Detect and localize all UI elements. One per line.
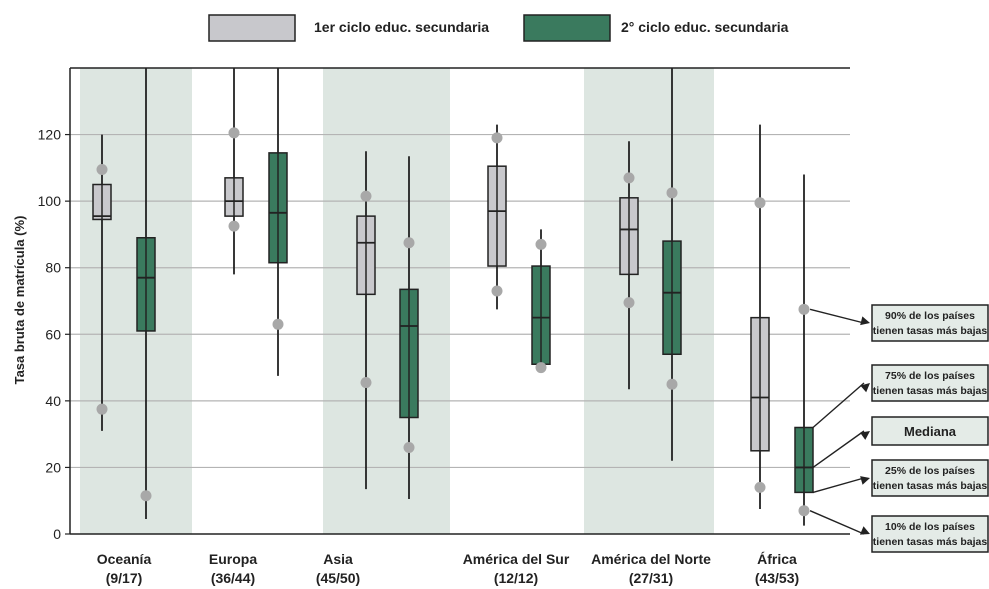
x-category-count: (45/50) [316,570,360,586]
annotation-text: tienen tasas más bajas [873,325,988,337]
percentile-dot [623,297,635,309]
percentile-dot [96,403,108,415]
annotation-box [871,416,989,446]
y-tick-label: 0 [53,526,61,542]
annotation-arrowhead [860,476,870,485]
annotation-text: 75% de los países [885,370,975,382]
x-category-count: (12/12) [494,570,538,586]
annotation-arrowhead [860,383,870,393]
percentile-dot [535,238,547,250]
x-category-label: Europa [209,551,257,567]
y-tick-label: 80 [45,260,61,276]
x-category-count: (27/31) [629,570,673,586]
x-category-label: América del Sur [463,551,570,567]
region-band [323,68,450,534]
percentile-dot [491,285,503,297]
percentile-dot [623,172,635,184]
x-category-count: (43/53) [755,570,799,586]
y-tick-label: 20 [45,459,61,475]
annotation-arrow [812,477,865,494]
x-axis-labels: Oceanía (9/17) Europa (36/44) Asia (45/50) Amé… [97,551,799,586]
annotation-text: 25% de los países [885,465,975,477]
axes: 0 20 40 60 80 100 120 [38,67,850,542]
x-category-label: África [757,551,797,567]
percentile-dot [666,187,678,199]
y-tick-label: 120 [38,127,62,143]
region-band [80,68,192,534]
gridlines [70,133,850,469]
annotation-box [871,304,989,342]
y-tick-label: 100 [38,193,62,209]
x-category-label: América del Norte [591,551,711,567]
percentile-dot [403,237,415,249]
legend-swatch [208,14,296,42]
legend-swatch [523,14,611,42]
y-axis-label: Tasa bruta de matrícula (%) [12,216,27,385]
annotation-arrowhead [859,526,870,535]
legend: 1er ciclo educ. secundaria 2° ciclo educ.… [208,14,789,42]
annotation-arrowhead [860,431,870,440]
percentile-dot [798,505,810,517]
annotation-text: tienen tasas más bajas [873,385,988,397]
region-bands [80,68,714,534]
box-series [92,68,814,526]
percentile-dot [798,303,810,315]
legend-label: 2° ciclo educ. secundaria [621,19,789,35]
annotation-arrow [809,510,865,535]
annotations: 90% de los países tienen tasas más bajas 7… [809,304,989,553]
percentile-dot [228,127,240,139]
annotation-text: 10% de los países [885,521,975,533]
annotation-text: tienen tasas más bajas [873,480,988,492]
annotation-arrowhead [860,316,870,326]
x-category-label: Asia [323,551,353,567]
annotation-arrow [809,308,865,324]
x-category-count: (36/44) [211,570,255,586]
annotation-text: tienen tasas más bajas [873,536,988,548]
percentile-dot [272,318,284,330]
percentile-dot [96,164,108,176]
annotation-box [871,364,989,402]
percentile-dot [491,132,503,144]
legend-label: 1er ciclo educ. secundaria [314,19,489,35]
percentile-dot [754,481,766,493]
x-category-count: (9/17) [106,570,143,586]
percentile-dot [360,190,372,202]
annotation-box [871,515,989,553]
percentile-dot [228,220,240,232]
percentile-dot [666,378,678,390]
y-tick-label: 40 [45,393,61,409]
percentile-dot [403,441,415,453]
percentile-dot [140,490,152,502]
annotation-text: 90% de los países [885,310,975,322]
annotation-box [871,459,989,497]
annotation-arrow [812,430,865,468]
annotation-arrow [812,382,865,429]
x-category-label: Oceanía [97,551,152,567]
annotation-text: Mediana [904,424,957,439]
percentile-dot [360,377,372,389]
percentile-dot [754,197,766,209]
percentile-dot [535,362,547,374]
y-tick-label: 60 [45,326,61,342]
region-band [584,68,714,534]
